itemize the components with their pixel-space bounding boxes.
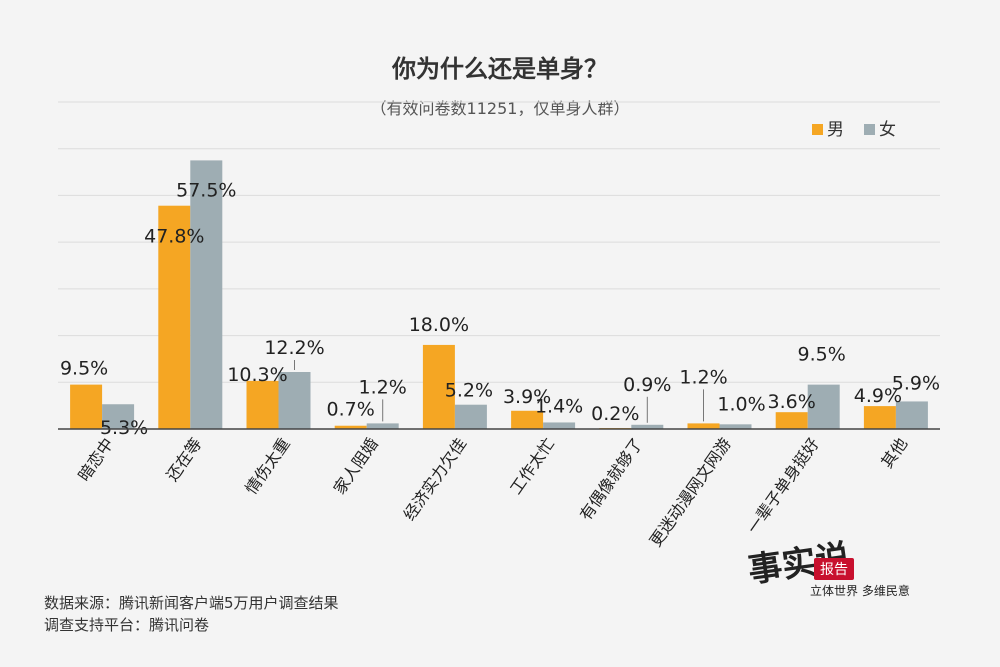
bar-male bbox=[687, 423, 720, 429]
bars bbox=[70, 160, 928, 429]
value-label-female: 5.9% bbox=[892, 372, 940, 394]
bar-male bbox=[70, 384, 103, 429]
category-label: 经济实力欠佳 bbox=[400, 434, 471, 524]
value-label-male: 0.2% bbox=[591, 403, 639, 425]
value-label-male: 9.5% bbox=[60, 358, 108, 380]
source-note: 数据来源：腾讯新闻客户端5万用户调查结果 bbox=[44, 594, 339, 612]
chart-title: 你为什么还是单身？ bbox=[391, 55, 608, 83]
bar-male bbox=[775, 412, 808, 429]
value-label-female: 9.5% bbox=[798, 344, 846, 366]
bar-male bbox=[511, 410, 544, 429]
category-label: 还在等 bbox=[162, 434, 205, 484]
chart-subtitle: （有效问卷数11251，仅单身人群） bbox=[371, 99, 630, 118]
category-label: 一辈子单身挺好 bbox=[743, 434, 823, 537]
category-label: 家人阻婚 bbox=[330, 434, 382, 497]
category-labels: 暗恋中 还在等 情伤太重 家人阻婚 经济实力欠佳 工作太忙 有偶像就够了 更迷动漫网文网游 一辈… bbox=[74, 434, 911, 550]
value-label-male: 3.9% bbox=[503, 386, 551, 408]
value-label-male: 10.3% bbox=[227, 364, 287, 386]
category-label: 其他 bbox=[877, 434, 911, 471]
bar-male bbox=[246, 380, 279, 429]
bar-female bbox=[102, 404, 135, 429]
value-label-female: 5.2% bbox=[445, 380, 493, 402]
value-label-male: 47.8% bbox=[144, 226, 204, 248]
category-label: 更迷动漫网文网游 bbox=[646, 434, 735, 550]
bar-female bbox=[366, 423, 399, 429]
value-label-female: 12.2% bbox=[264, 337, 324, 359]
value-labels: 9.5%5.3%47.8%57.5%10.3%12.2%0.7%1.2%18.0… bbox=[60, 179, 940, 439]
bar-female bbox=[807, 384, 840, 429]
bar-male bbox=[422, 344, 455, 429]
bar-female bbox=[895, 401, 928, 429]
value-label-female: 0.9% bbox=[623, 374, 671, 396]
logo-badge: 报告 bbox=[814, 558, 854, 580]
bar-male bbox=[863, 406, 896, 429]
bar-male bbox=[334, 425, 367, 429]
value-label-female: 57.5% bbox=[176, 179, 236, 201]
bar-female bbox=[454, 404, 487, 429]
legend-swatch bbox=[864, 124, 875, 135]
legend-label: 男 bbox=[827, 120, 844, 140]
category-label: 情伤太重 bbox=[241, 434, 293, 497]
bar-female bbox=[278, 372, 311, 429]
category-label: 工作太忙 bbox=[506, 434, 558, 497]
bar-female bbox=[719, 424, 752, 429]
value-label-female: 1.2% bbox=[359, 376, 407, 398]
value-label-female: 1.4% bbox=[535, 395, 583, 417]
value-label-male: 1.2% bbox=[679, 366, 727, 388]
category-label: 暗恋中 bbox=[74, 434, 117, 484]
value-label-male: 3.6% bbox=[768, 391, 816, 413]
legend: 男女 bbox=[812, 120, 896, 140]
bar-male bbox=[158, 205, 191, 429]
brand-logo: 事实说 报告 立体世界 多维民意 bbox=[746, 537, 938, 628]
support-note: 调查支持平台：腾讯问卷 bbox=[44, 616, 210, 634]
value-label-male: 0.7% bbox=[327, 399, 375, 421]
bar-female bbox=[631, 424, 664, 429]
value-label-male: 18.0% bbox=[409, 314, 469, 336]
bar-female bbox=[190, 160, 223, 429]
value-label-female: 1.0% bbox=[717, 393, 765, 415]
logo-slogan: 立体世界 多维民意 bbox=[810, 584, 910, 598]
bar-female bbox=[543, 422, 576, 429]
value-label-male: 4.9% bbox=[854, 385, 902, 407]
legend-label: 女 bbox=[879, 120, 896, 140]
category-label: 有偶像就够了 bbox=[576, 434, 647, 524]
value-label-female: 5.3% bbox=[100, 417, 148, 439]
legend-swatch bbox=[812, 124, 823, 135]
